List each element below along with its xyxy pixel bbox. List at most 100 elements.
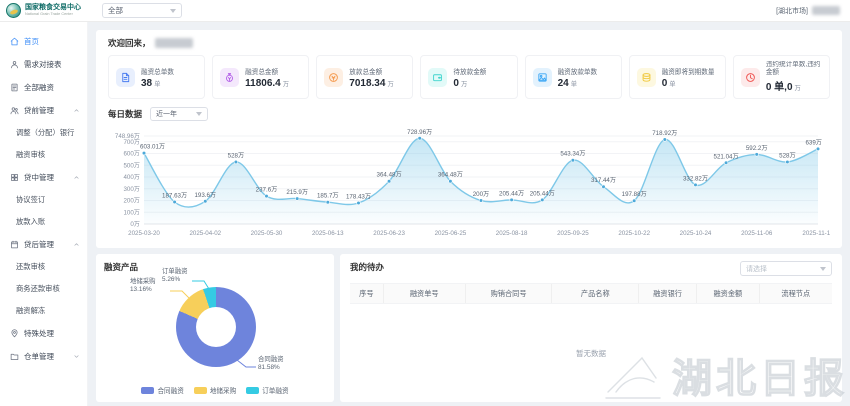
sidebar-subitem-3-1[interactable]: 融资审核 — [16, 150, 46, 159]
svg-text:178.43万: 178.43万 — [346, 194, 371, 201]
date-range-value: 近一年 — [156, 111, 178, 118]
sidebar-item-4[interactable]: 贷中管理 — [0, 166, 87, 189]
sidebar-item-label: 贷前管理 — [24, 106, 54, 115]
logo-subtitle: National Grain Trade Center — [25, 11, 73, 16]
donut-callout-reserve: 地储采购 13.16% — [130, 278, 156, 295]
sidebar-item-2[interactable]: 全部融资 — [0, 76, 87, 99]
sidebar-item-6[interactable]: 特殊处理 — [0, 322, 87, 345]
market-filter-select[interactable]: 全部 — [102, 3, 182, 18]
daily-data-title: 每日数据 — [108, 109, 143, 119]
stat-card-5: 融资即将到期数量 0 单 — [628, 55, 726, 99]
callout-pct: 81.58% — [258, 364, 280, 372]
logo: 国家粮食交易中心 National Grain Trade Center — [0, 3, 92, 18]
sidebar-item-label: 贷中管理 — [24, 173, 54, 182]
stat-card-label: 融资放款单数 — [557, 68, 598, 76]
legend-label: 合同融资 — [157, 388, 184, 395]
svg-text:603.01万: 603.01万 — [140, 144, 165, 151]
sidebar-item-label: 全部融资 — [24, 83, 54, 92]
sidebar-item-3[interactable]: 贷前管理 — [0, 99, 87, 122]
stat-card-label: 待放款金额 — [453, 68, 487, 76]
stat-card-value: 0 单,0 万 — [765, 82, 801, 94]
sidebar-subitem-3-0[interactable]: 调整（分配）银行 — [16, 128, 75, 137]
coins-icon — [636, 67, 656, 87]
svg-text:197.88万: 197.88万 — [622, 191, 647, 198]
todo-title: 我的待办 — [350, 262, 385, 272]
svg-text:193.6万: 193.6万 — [194, 192, 216, 199]
donut-callout-order: 订单融资 5.26% — [162, 268, 188, 285]
svg-text:205.44万: 205.44万 — [530, 190, 555, 197]
chevron-up-icon — [73, 107, 80, 114]
callout-name: 订单融资 — [162, 268, 188, 275]
donut-hole — [196, 307, 236, 347]
todo-column-4: 融资银行 — [639, 284, 697, 303]
stat-card-unit: 单 — [570, 80, 577, 88]
svg-text:200万: 200万 — [473, 191, 490, 198]
stat-card-2: 放款总金额 7018.34 万 — [316, 55, 414, 99]
stat-cards-row: 融资总单数 38 单融资总金额 11806.4 万放款总金额 7018.34 万待放款金额 0… — [108, 55, 830, 99]
svg-text:200万: 200万 — [123, 198, 140, 205]
coin-icon — [324, 67, 344, 87]
todo-table-header: 序号 融资单号 购销合同号 产品名称 融资银行 融资金额 流程节点 — [350, 283, 832, 304]
sidebar-item-label: 仓单管理 — [24, 352, 54, 361]
line-chart-svg: 0万 100万 200万 300万 400万 500万 600万 700万748.96万603… — [115, 129, 830, 237]
legend-item-0[interactable]: 合同融资 — [141, 385, 184, 395]
financing-products-title: 融资产品 — [104, 262, 139, 272]
stat-card-6: 违约统计单数,违约金额 0 单,0 万 — [732, 55, 830, 99]
sidebar-item-7[interactable]: 仓单管理 — [0, 345, 87, 368]
svg-text:187.63万: 187.63万 — [162, 193, 187, 200]
main-content: 欢迎回来， 融资总单数 38 单融资总金额 11806.4 万放款总金额 7018.34 万… — [88, 22, 850, 406]
user-icon — [10, 60, 19, 69]
doc-icon — [10, 83, 19, 92]
financing-products-panel: 融资产品 订单融资 5.26% 地储采购 13.16% 合同融资 — [96, 254, 334, 402]
money-icon — [220, 67, 240, 87]
todo-filter-select[interactable]: 请选择 — [740, 261, 832, 276]
sidebar-subitem-5-1[interactable]: 商务还款审核 — [16, 284, 60, 293]
legend-item-2[interactable]: 订单融资 — [246, 385, 289, 395]
svg-text:2025-03-20: 2025-03-20 — [128, 230, 160, 237]
svg-text:332.82万: 332.82万 — [683, 175, 708, 182]
stat-card-label: 融资总单数 — [141, 68, 174, 76]
donut-leader-lines — [170, 280, 256, 368]
pin-icon — [10, 329, 19, 338]
sidebar-subitem-4-1[interactable]: 放款入账 — [16, 217, 46, 226]
stat-card-label: 违约统计单数,违约金额 — [765, 60, 821, 76]
sidebar-subitem-5-0[interactable]: 还款审核 — [16, 262, 46, 271]
todo-filter-placeholder: 请选择 — [746, 265, 767, 273]
date-range-select[interactable]: 近一年 — [150, 107, 209, 121]
stat-card-unit: 万 — [387, 80, 394, 88]
todo-empty-text: 暂无数据 — [576, 349, 606, 358]
todo-column-0: 序号 — [350, 284, 384, 303]
stat-card-unit: 万 — [282, 80, 290, 88]
stat-card-value: 24 单 — [557, 77, 577, 89]
sidebar-item-1[interactable]: 需求对接表 — [0, 53, 87, 76]
stat-card-unit: 单 — [669, 80, 676, 88]
sidebar-item-0[interactable]: 首页 — [0, 30, 87, 53]
svg-text:100万: 100万 — [123, 209, 140, 216]
legend-item-1[interactable]: 地储采购 — [193, 385, 236, 395]
stat-card-0: 融资总单数 38 单 — [108, 55, 206, 99]
svg-text:364.48万: 364.48万 — [377, 172, 402, 179]
svg-text:528万: 528万 — [228, 153, 245, 160]
svg-text:748.96万: 748.96万 — [115, 133, 140, 140]
overview-panel: 欢迎回来， 融资总单数 38 单融资总金额 11806.4 万放款总金额 7018.34 万… — [96, 30, 842, 248]
svg-text:215.9万: 215.9万 — [286, 189, 308, 196]
user-name-redacted[interactable] — [812, 6, 840, 15]
svg-text:500万: 500万 — [123, 162, 140, 169]
svg-text:639万: 639万 — [805, 139, 822, 146]
chevron-down-icon — [820, 266, 826, 271]
logo-title: 国家粮食交易中心 — [25, 4, 81, 12]
stat-card-value: 38 单 — [141, 77, 161, 89]
daily-line-chart: 0万 100万 200万 300万 400万 500万 600万 700万 748.96万 603… — [108, 123, 830, 245]
sidebar-subitem-5-2[interactable]: 融资解冻 — [16, 306, 46, 315]
donut-callout-contract: 合同融资 81.58% — [258, 356, 284, 373]
users-icon — [10, 106, 19, 115]
sidebar-item-5[interactable]: 贷后管理 — [0, 233, 87, 256]
svg-text:205.44万: 205.44万 — [499, 190, 524, 197]
sidebar: 首页 需求对接表全部融资贷前管理调整（分配）银行 融资审核贷中管理协议签订放款入账贷… — [0, 22, 88, 406]
svg-text:592.2万: 592.2万 — [746, 145, 768, 152]
sidebar-subitem-4-0[interactable]: 协议签订 — [16, 195, 46, 204]
welcome-name-redacted — [154, 38, 193, 48]
clock-icon — [740, 67, 760, 87]
legend-swatch — [246, 386, 260, 394]
